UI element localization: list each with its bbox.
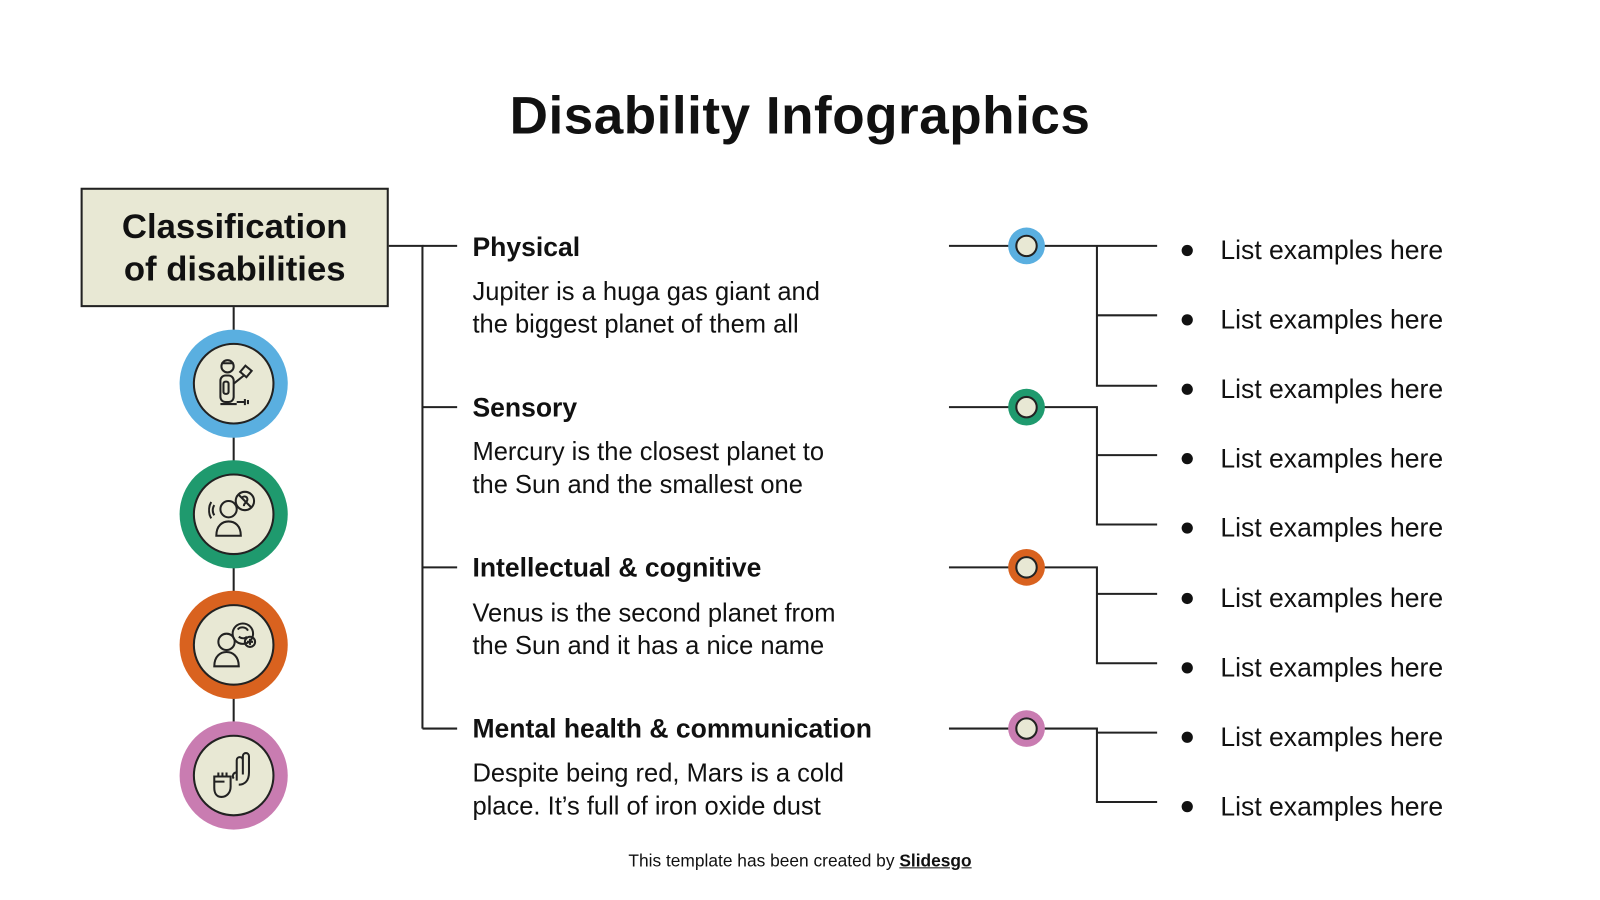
mental-node — [1008, 710, 1045, 747]
desc-line: place. It’s full of iron oxide dust — [472, 791, 821, 821]
physical-icon-badge — [179, 329, 288, 438]
physical-item-line — [1095, 245, 1158, 387]
desc-line: Venus is the second planet from — [472, 598, 836, 628]
list-item-text: List examples here — [1220, 442, 1444, 474]
root-trunk-line — [385, 244, 424, 729]
sensory-icon-badge — [179, 460, 288, 569]
intellectual-icon-badge — [179, 590, 288, 699]
desc-line: Jupiter is a huga gas giant and — [472, 277, 820, 307]
list-item: List examples here — [1181, 582, 1444, 615]
bullet — [1181, 314, 1193, 326]
list-item-text: List examples here — [1220, 721, 1444, 753]
person-brain-icon — [213, 622, 257, 668]
desc-line: Mercury is the closest planet to — [472, 437, 825, 467]
root-label-line1: Classification — [121, 206, 348, 246]
root-box: Classification of disabilities — [80, 187, 389, 308]
sign-language-hands-icon — [213, 752, 250, 798]
sensory-item-line — [948, 406, 1158, 526]
category-desc-sensory: Mercury is the closest planet to the Sun … — [472, 436, 941, 501]
category-title-sensory: Sensory — [472, 391, 578, 423]
bullet — [1181, 592, 1193, 605]
mental-icon-badge — [179, 721, 288, 830]
list-item-text: List examples here — [1220, 652, 1444, 683]
list-item: List examples here — [1181, 234, 1444, 267]
category-title-mental: Mental health & communication — [472, 713, 872, 744]
intellectual-item-line — [948, 566, 1158, 665]
desc-line: the Sun and it has a nice name — [472, 631, 825, 661]
desc-line: the Sun and the smallest one — [472, 470, 803, 499]
bullet — [1181, 244, 1193, 257]
list-item-text: List examples here — [1220, 790, 1444, 822]
list-item: List examples here — [1181, 721, 1444, 753]
root-label-line2: of disabilities — [123, 249, 346, 289]
bullet — [1181, 662, 1193, 674]
intellectual-node — [1008, 548, 1045, 586]
list-item-text: List examples here — [1220, 234, 1444, 266]
footer-credit: This template has been created by Slides… — [0, 851, 1600, 871]
category-title-intellectual: Intellectual & cognitive — [472, 552, 762, 583]
category-desc-mental: Despite being red, Mars is a cold place. … — [472, 757, 941, 822]
footer-text: This template has been created by — [628, 851, 900, 871]
desc-line: Despite being red, Mars is a cold — [472, 759, 844, 788]
category-title-physical: Physical — [472, 231, 581, 263]
mental-item-line — [948, 727, 1158, 804]
person-hearing-impaired-icon — [208, 490, 256, 537]
slidesgo-link[interactable]: Slidesgo — [899, 851, 972, 871]
list-item: List examples here — [1181, 512, 1444, 544]
category-desc-intellectual: Venus is the second planet from the Sun a… — [472, 597, 941, 662]
bullet — [1181, 801, 1193, 813]
list-item: List examples here — [1181, 790, 1444, 823]
page-title: Disability Infographics — [509, 86, 1091, 146]
list-item-text: List examples here — [1220, 304, 1444, 335]
list-item-text: List examples here — [1220, 582, 1444, 614]
sensory-node — [1008, 388, 1045, 426]
bullet — [1181, 383, 1193, 395]
category-desc-physical: Jupiter is a huga gas giant and the bigge… — [472, 276, 941, 341]
person-prosthetic-arm-icon — [219, 359, 254, 406]
desc-line: the biggest planet of them all — [472, 310, 799, 339]
list-item: List examples here — [1181, 442, 1444, 475]
list-item-text: List examples here — [1220, 373, 1444, 405]
list-item: List examples here — [1181, 373, 1444, 405]
bullet — [1181, 522, 1193, 534]
physical-node — [1008, 227, 1045, 265]
list-item: List examples here — [1181, 304, 1444, 336]
list-item-text: List examples here — [1220, 512, 1444, 543]
list-item: List examples here — [1181, 652, 1444, 684]
bullet — [1181, 453, 1193, 465]
bullet — [1181, 731, 1193, 743]
